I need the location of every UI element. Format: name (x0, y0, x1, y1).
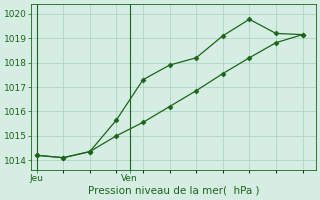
X-axis label: Pression niveau de la mer(  hPa ): Pression niveau de la mer( hPa ) (88, 186, 259, 196)
